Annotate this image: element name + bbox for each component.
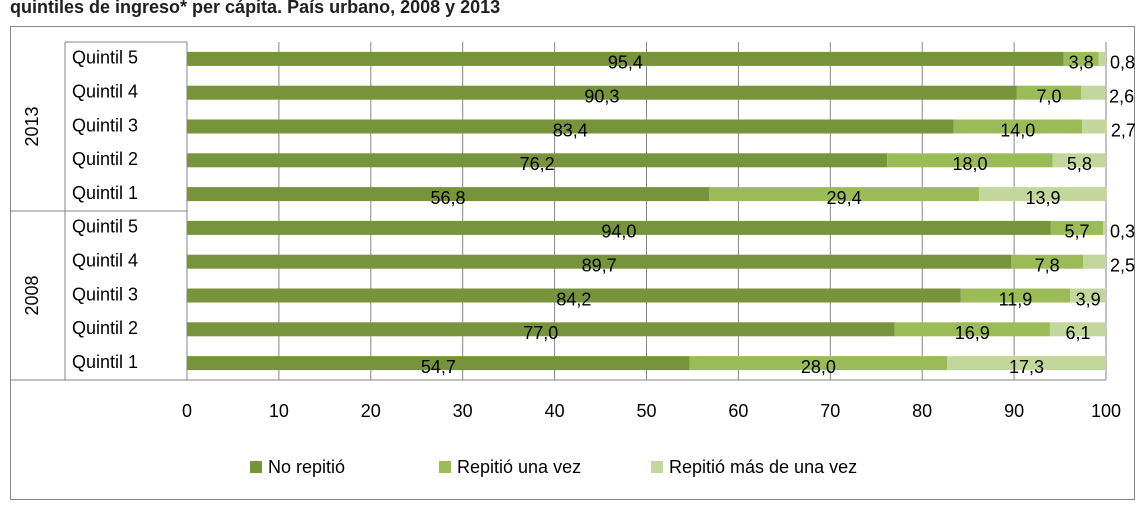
bar-segment (1016, 85, 1082, 100)
bar-segment (1083, 254, 1106, 269)
x-tick-label: 100 (1091, 401, 1121, 421)
chart-title: quintiles de ingreso* per cápita. País u… (10, 0, 500, 17)
bar-segment (953, 119, 1083, 134)
x-tick-label: 20 (361, 401, 381, 421)
y-tick-label: Quintil 4 (72, 81, 138, 101)
x-tick-label: 60 (728, 401, 748, 421)
group-label: 2013 (22, 106, 42, 146)
data-label: 2,6 (1109, 86, 1134, 106)
x-tick-label: 70 (820, 401, 840, 421)
y-tick-label: Quintil 1 (72, 352, 138, 372)
bar-segment (894, 322, 1050, 337)
bar-segment (887, 153, 1053, 168)
data-label: 0,8 (1110, 53, 1135, 73)
y-tick-label: Quintil 3 (72, 284, 138, 304)
bar-segment (708, 187, 980, 202)
y-tick-label: Quintil 4 (72, 250, 138, 270)
bar-segment (187, 187, 709, 202)
data-label: 76,2 (520, 154, 555, 174)
data-label: 83,4 (553, 120, 588, 140)
x-tick-label: 0 (182, 401, 192, 421)
data-label: 13,9 (1026, 188, 1061, 208)
bar-segment (187, 119, 954, 134)
bar-segment (187, 220, 1051, 235)
bar-segment (187, 254, 1012, 269)
data-label: 18,0 (952, 154, 987, 174)
data-label: 16,9 (955, 323, 990, 343)
y-tick-label: Quintil 2 (72, 149, 138, 169)
data-label: 56,8 (430, 188, 465, 208)
data-label: 14,0 (1000, 120, 1035, 140)
legend-label: Repitió más de una vez (669, 457, 857, 477)
bar-segment (1103, 220, 1106, 235)
bar-segment (187, 51, 1064, 66)
data-label: 7,0 (1037, 86, 1062, 106)
bar-segment (1049, 322, 1106, 337)
bar-segment (1052, 153, 1106, 168)
x-tick-label: 30 (453, 401, 473, 421)
data-label: 0,3 (1110, 222, 1135, 242)
data-label: 3,8 (1069, 53, 1094, 73)
y-tick-label: Quintil 3 (72, 115, 138, 135)
bar-segment (1063, 51, 1099, 66)
data-label: 6,1 (1065, 323, 1090, 343)
x-tick-label: 50 (636, 401, 656, 421)
y-tick-label: Quintil 2 (72, 318, 138, 338)
data-label: 7,8 (1035, 255, 1060, 275)
chart-frame (10, 26, 1135, 500)
x-tick-label: 10 (269, 401, 289, 421)
group-label: 2008 (22, 275, 42, 315)
data-label: 77,0 (523, 323, 558, 343)
data-label: 28,0 (801, 357, 836, 377)
bar-segment (1011, 254, 1084, 269)
data-label: 29,4 (827, 188, 862, 208)
data-label: 5,7 (1065, 222, 1090, 242)
data-label: 5,8 (1067, 154, 1092, 174)
bar-segment (1050, 220, 1104, 235)
data-label: 94,0 (601, 222, 636, 242)
x-tick-label: 90 (1004, 401, 1024, 421)
bar-segment (187, 356, 690, 371)
bar-segment (187, 153, 888, 168)
bar-segment (1070, 288, 1106, 303)
data-label: 2,7 (1111, 120, 1136, 140)
data-label: 89,7 (582, 255, 617, 275)
data-label: 84,2 (556, 289, 591, 309)
bar-segment (689, 356, 948, 371)
data-label: 95,4 (608, 53, 643, 73)
legend-swatch (651, 461, 663, 473)
bar-segment (1081, 85, 1106, 100)
data-label: 90,3 (584, 86, 619, 106)
y-tick-label: Quintil 5 (72, 48, 138, 68)
data-label: 54,7 (421, 357, 456, 377)
bar-segment (960, 288, 1071, 303)
bar-segment (187, 322, 895, 337)
legend-swatch (250, 461, 262, 473)
legend-label: No repitió (268, 457, 345, 477)
bar-segment (1082, 119, 1107, 134)
bar-segment (979, 187, 1107, 202)
bar-segment (187, 288, 961, 303)
bar-segment (947, 356, 1106, 371)
y-tick-label: Quintil 1 (72, 183, 138, 203)
x-tick-label: 40 (545, 401, 565, 421)
x-tick-label: 80 (912, 401, 932, 421)
data-label: 11,9 (999, 289, 1033, 309)
data-label: 2,5 (1110, 255, 1135, 275)
data-label: 17,3 (1009, 357, 1044, 377)
y-tick-label: Quintil 5 (72, 217, 138, 237)
legend-swatch (439, 461, 451, 473)
bar-segment (187, 85, 1017, 100)
bar-segment (1098, 51, 1106, 66)
legend-label: Repitió una vez (457, 457, 581, 477)
data-label: 3,9 (1076, 289, 1101, 309)
